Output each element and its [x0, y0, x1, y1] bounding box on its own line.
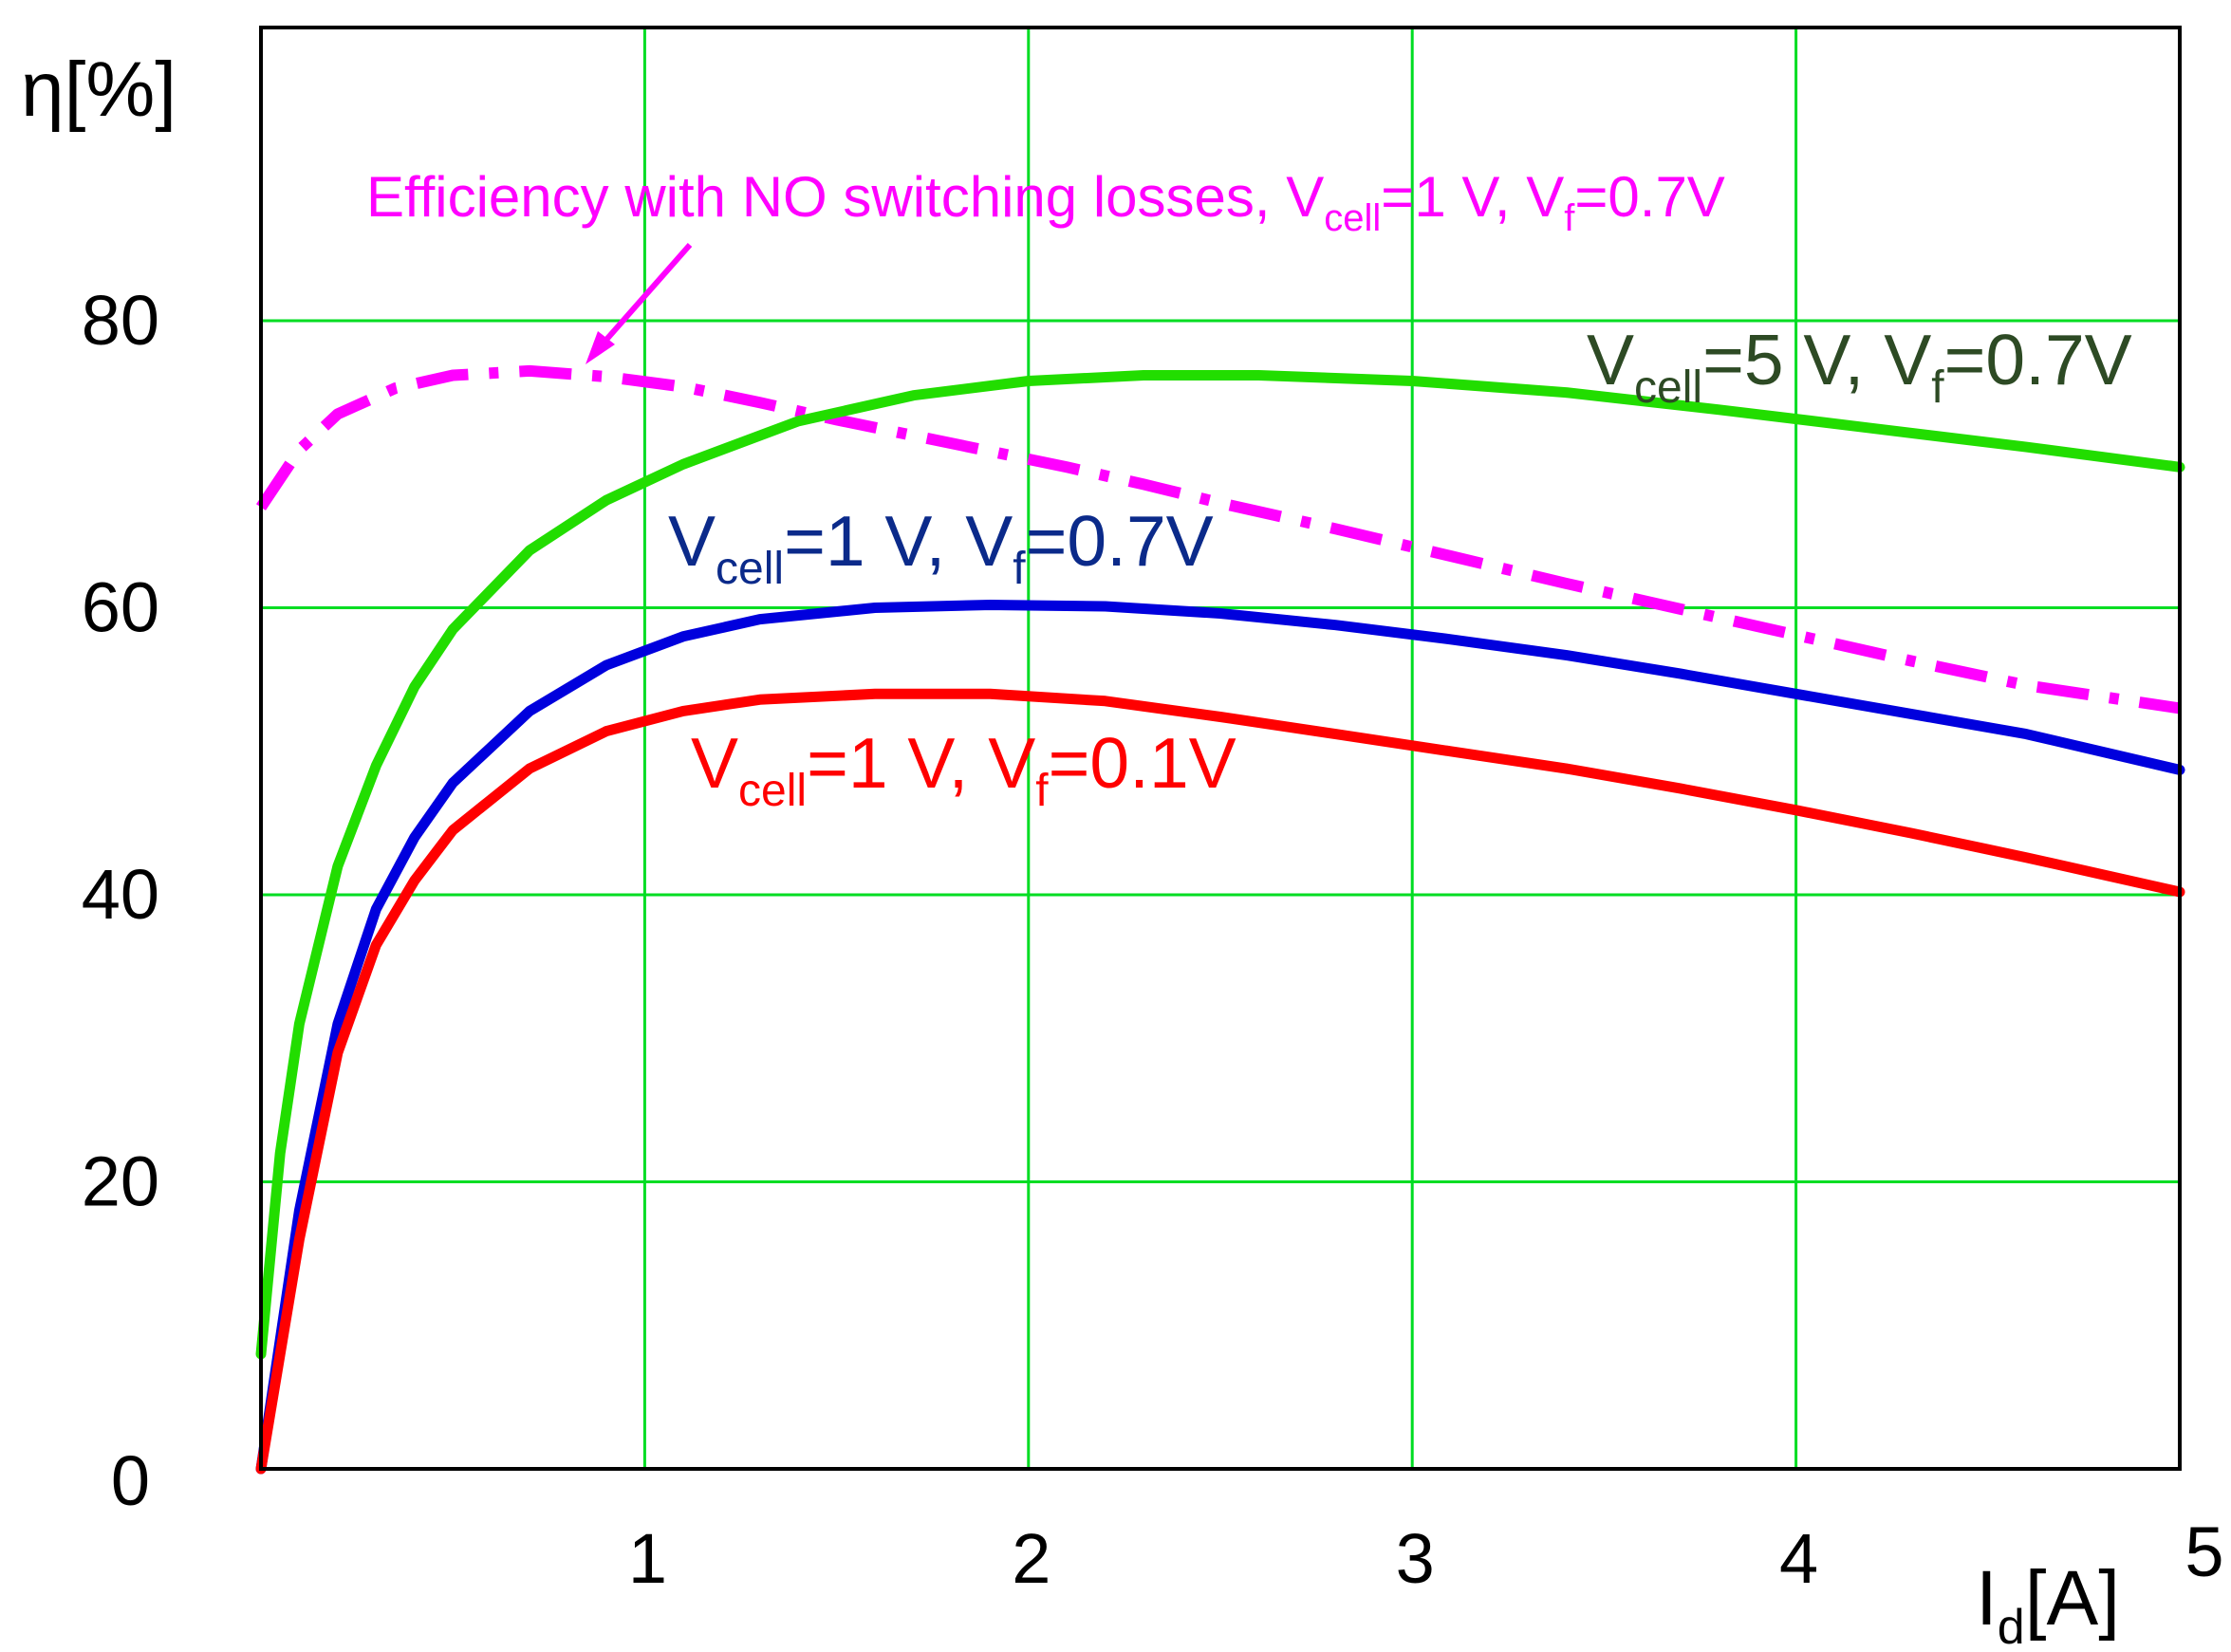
- vcell5-annotation-tail: =0.7V: [1944, 320, 2132, 399]
- vcell1-vf07-annotation: Vcell=1 V, Vf=0.7V: [668, 501, 1214, 594]
- vcell5-annotation-mid: =5 V, V: [1702, 320, 1931, 399]
- series-line-vcell1-vf07: [255, 600, 2185, 1475]
- vcell1-vf07-annotation-sub2: f: [1013, 544, 1026, 594]
- x-axis-title-main: I: [1976, 1555, 1998, 1642]
- x-axis-title-sub: d: [1998, 1600, 2025, 1652]
- no-switching-arrow-shaft: [596, 243, 693, 350]
- vcell1-vf01-annotation-main: V: [691, 723, 738, 803]
- annotation-layer: Efficiency with NO switching losses, Vce…: [366, 165, 2132, 816]
- vcell5-annotation: Vcell=5 V, Vf=0.7V: [1587, 320, 2132, 413]
- series-line-vcell1-vf01: [255, 688, 2185, 1475]
- vcell1-vf07-annotation-mid: =1 V, V: [784, 501, 1013, 581]
- x-axis-title-unit: [A]: [2025, 1555, 2120, 1642]
- x-tick-label-5: 5: [2185, 1513, 2223, 1591]
- series-line-no-switching: [256, 364, 2181, 715]
- plot-frame: [259, 26, 2182, 1471]
- vcell1-vf01-annotation-mid: =1 V, V: [807, 723, 1035, 803]
- x-tick-label-1: 1: [628, 1519, 667, 1598]
- vcell5-annotation-sub1: cell: [1634, 362, 1702, 413]
- vcell1-vf07-annotation-main: V: [668, 501, 716, 581]
- no-switching-annotation-sub1: cell: [1324, 197, 1381, 239]
- no-switching-annotation-sub2: f: [1564, 197, 1575, 239]
- vcell1-vf01-annotation-tail: =0.1V: [1049, 723, 1236, 803]
- y-axis-title: η[%]: [21, 46, 177, 133]
- vcell5-annotation-sub2: f: [1931, 362, 1944, 413]
- vcell1-vf01-annotation: Vcell=1 V, Vf=0.1V: [691, 723, 1236, 816]
- y-tick-label-20: 20: [82, 1142, 159, 1221]
- no-switching-annotation-main: Efficiency with NO switching losses, V: [366, 165, 1324, 229]
- vcell5-annotation-main: V: [1587, 320, 1634, 399]
- no-switching-annotation-tail: =0.7V: [1574, 165, 1724, 229]
- vcell1-vf01-annotation-sub2: f: [1035, 766, 1049, 816]
- vcell1-vf07-annotation-sub1: cell: [716, 544, 784, 594]
- x-tick-label-2: 2: [1012, 1519, 1050, 1598]
- no-switching-annotation: Efficiency with NO switching losses, Vce…: [366, 165, 1725, 239]
- y-tick-label-60: 60: [82, 568, 159, 647]
- x-axis-title: Id[A]: [1976, 1555, 2120, 1652]
- x-tick-label-4: 4: [1779, 1519, 1818, 1598]
- vcell1-vf01-annotation-sub1: cell: [738, 766, 807, 816]
- no-switching-arrow-head: [586, 331, 615, 364]
- x-tick-label-3: 3: [1396, 1519, 1435, 1598]
- no-switching-annotation-mid: =1 V, V: [1381, 165, 1564, 229]
- tick-layer: 1 2 3 4 5 0 20 40 60 80: [82, 281, 2224, 1598]
- vcell1-vf07-annotation-tail: =0.7V: [1026, 501, 1214, 581]
- series-layer: [255, 364, 2185, 1475]
- y-tick-label-80: 80: [82, 281, 159, 360]
- y-tick-label-0: 0: [111, 1441, 150, 1520]
- y-tick-label-40: 40: [82, 855, 159, 934]
- series-line-vcell5-vf07: [255, 370, 2185, 1360]
